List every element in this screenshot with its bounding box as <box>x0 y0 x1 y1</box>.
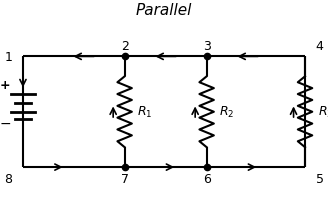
Text: +: + <box>0 78 10 91</box>
Text: Parallel: Parallel <box>136 3 192 18</box>
Text: 4: 4 <box>316 39 324 52</box>
Text: 7: 7 <box>121 172 129 185</box>
Text: 1: 1 <box>4 51 12 64</box>
Text: $R_2$: $R_2$ <box>219 105 235 120</box>
Text: $R_3$: $R_3$ <box>318 105 328 120</box>
Text: 8: 8 <box>4 172 12 185</box>
Text: 2: 2 <box>121 39 129 52</box>
Text: −: − <box>0 116 11 130</box>
Text: 6: 6 <box>203 172 211 185</box>
Text: $R_1$: $R_1$ <box>137 105 153 120</box>
Text: 3: 3 <box>203 39 211 52</box>
Text: 5: 5 <box>316 172 324 185</box>
